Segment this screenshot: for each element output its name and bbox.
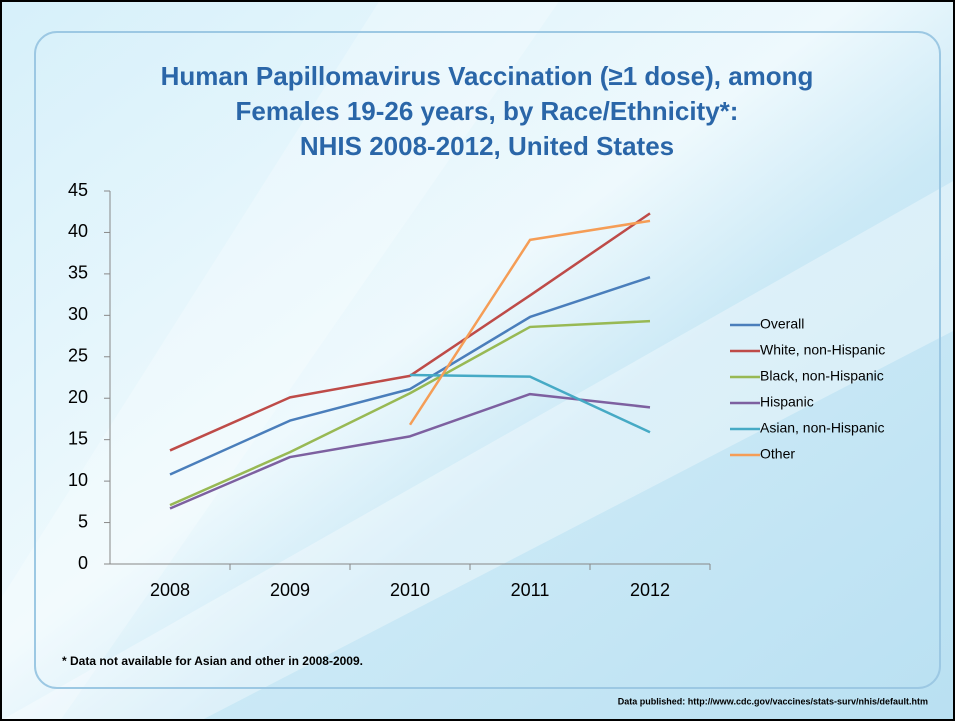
chart-title: NHIS 2008-2012, United States [300, 131, 674, 161]
legend-label: Other [760, 446, 795, 462]
legend-label: Black, non-Hispanic [760, 368, 884, 384]
y-tick-label: 0 [78, 553, 88, 573]
chart-title: Human Papillomavirus Vaccination (≥1 dos… [161, 61, 814, 91]
legend-label: Asian, non-Hispanic [760, 420, 885, 436]
series-line [169, 276, 651, 476]
y-tick-label: 15 [68, 428, 88, 448]
y-tick-label: 35 [68, 263, 88, 283]
x-tick-label: 2008 [150, 580, 190, 600]
chart-title: Females 19-26 years, by Race/Ethnicity*: [236, 96, 739, 126]
y-tick-label: 5 [78, 511, 88, 531]
y-tick-label: 20 [68, 387, 88, 407]
legend-label: White, non-Hispanic [760, 342, 885, 358]
y-tick-label: 30 [68, 304, 88, 324]
x-tick-label: 2009 [270, 580, 310, 600]
content-border [34, 31, 941, 689]
x-tick-label: 2012 [630, 580, 670, 600]
series-line [409, 373, 651, 434]
y-tick-label: 40 [68, 221, 88, 241]
legend-label: Hispanic [760, 394, 814, 410]
decor-stripe [0, 0, 560, 721]
legend-label: Overall [760, 316, 804, 332]
y-tick-label: 45 [68, 180, 88, 200]
x-tick-label: 2010 [390, 580, 430, 600]
series-line [169, 392, 651, 510]
series-line [408, 219, 651, 426]
y-tick-label: 25 [68, 346, 88, 366]
source: Data published: http://www.cdc.gov/vacci… [618, 696, 928, 706]
x-tick-label: 2011 [511, 580, 550, 600]
decor-stripe [0, 180, 955, 721]
y-tick-label: 10 [68, 470, 88, 490]
series-line [169, 319, 651, 507]
footnote: * Data not available for Asian and other… [62, 654, 363, 668]
